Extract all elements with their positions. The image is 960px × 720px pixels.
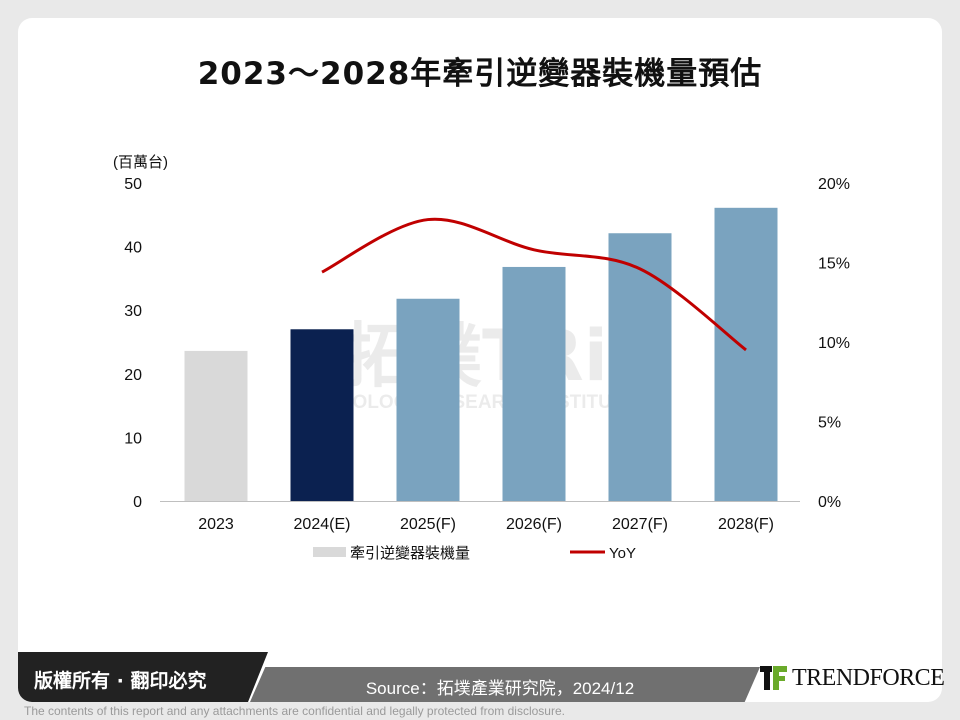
y-tick-label: 0 — [133, 494, 142, 511]
y2-tick-label: 10% — [818, 335, 850, 352]
watermark-logo: 拓墣TRi — [342, 315, 608, 397]
trendforce-logo: TRENDFORCE — [760, 664, 945, 692]
bar-2025(F) — [396, 298, 460, 501]
bar-2028(F) — [714, 207, 778, 501]
x-tick-label: 2028(F) — [718, 516, 774, 533]
x-tick-label: 2027(F) — [612, 516, 668, 533]
slide-card — [18, 18, 942, 702]
y-tick-label: 10 — [124, 430, 142, 447]
disclaimer: The contents of this report and any atta… — [24, 704, 565, 718]
x-tick-label: 2024(E) — [294, 516, 351, 533]
y2-tick-label: 20% — [818, 176, 850, 193]
x-tick-label: 2025(F) — [400, 516, 456, 533]
y2-tick-label: 0% — [818, 494, 841, 511]
footer-copyright-band — [18, 652, 268, 702]
x-tick-label: 2023 — [198, 516, 234, 533]
y-tick-label: 50 — [124, 176, 142, 193]
copyright-text: 版權所有 · 翻印必究 — [34, 670, 207, 692]
watermark-subtitle: TOPOLOGY RESEARCH INSTITUTE — [314, 392, 636, 413]
source-text: Source：拓墣產業研究院，2024/12 — [365, 679, 635, 698]
y2-tick-label: 5% — [818, 415, 841, 432]
legend-label-bars: 牽引逆變器裝機量 — [350, 544, 470, 562]
x-tick-label: 2026(F) — [506, 516, 562, 533]
bar-2023 — [184, 350, 248, 501]
y-axis-label: (百萬台) — [113, 154, 168, 171]
y2-tick-label: 15% — [818, 256, 850, 273]
y-tick-label: 40 — [124, 240, 142, 257]
footer-source-band — [250, 667, 760, 702]
legend-label-yoy: YoY — [609, 545, 636, 562]
bar-2026(F) — [502, 266, 566, 501]
trendforce-wordmark: TRENDFORCE — [792, 664, 945, 691]
chart-title: 2023～2028年牽引逆變器裝機量預估 — [197, 56, 763, 92]
bar-2024(E) — [290, 329, 354, 501]
y-tick-label: 20 — [124, 367, 142, 384]
y-tick-label: 30 — [124, 303, 142, 320]
legend-swatch-bars — [313, 547, 346, 557]
trendforce-logo-icon — [760, 664, 788, 692]
bar-2027(F) — [608, 233, 672, 501]
